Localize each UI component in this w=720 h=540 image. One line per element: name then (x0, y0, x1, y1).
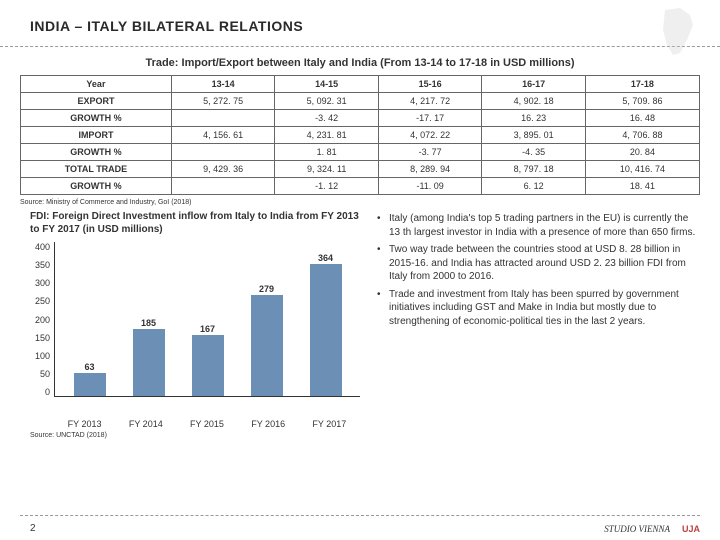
chart-bar: 364 (306, 253, 346, 396)
table-cell: 8, 289. 94 (378, 161, 482, 178)
table-cell: -1. 12 (275, 178, 379, 195)
table-cell: IMPORT (21, 127, 172, 144)
table-header: 17-18 (585, 76, 699, 93)
table-cell: 4, 072. 22 (378, 127, 482, 144)
chart-plot: 63 185 167 279 364 (54, 242, 360, 397)
table-row: TOTAL TRADE9, 429. 369, 324. 118, 289. 9… (21, 161, 700, 178)
bullet-list: Italy (among India's top 5 trading partn… (375, 208, 700, 439)
table-cell: 4, 706. 88 (585, 127, 699, 144)
table-header: Year (21, 76, 172, 93)
table-cell: -17. 17 (378, 110, 482, 127)
footer-divider (20, 515, 700, 516)
bar-value-label: 63 (84, 362, 94, 372)
table-cell: 5, 092. 31 (275, 93, 379, 110)
table-cell: 16. 23 (482, 110, 586, 127)
table-cell: -3. 42 (275, 110, 379, 127)
table-cell: 20. 84 (585, 144, 699, 161)
trade-table: Year13-1414-1515-1616-1717-18 EXPORT5, 2… (0, 75, 720, 195)
table-subtitle: Trade: Import/Export between Italy and I… (0, 53, 720, 75)
table-cell: -11. 09 (378, 178, 482, 195)
table-cell: 4, 217. 72 (378, 93, 482, 110)
table-cell: 16. 48 (585, 110, 699, 127)
table-header: 14-15 (275, 76, 379, 93)
bullet-item: Trade and investment from Italy has been… (375, 288, 700, 329)
header: INDIA – ITALY BILATERAL RELATIONS (0, 0, 720, 42)
table-cell: 9, 429. 36 (171, 161, 275, 178)
table-cell: 4, 231. 81 (275, 127, 379, 144)
chart-yaxis: 400350300250200150100500 (30, 242, 54, 397)
chart-title: FDI: Foreign Direct Investment inflow fr… (30, 208, 360, 242)
page-number: 2 (30, 523, 36, 534)
bullet-item: Two way trade between the countries stoo… (375, 243, 700, 284)
table-cell: -3. 77 (378, 144, 482, 161)
chart-xlabel: FY 2017 (312, 419, 346, 429)
bullet-item: Italy (among India's top 5 trading partn… (375, 212, 700, 239)
table-cell: 5, 709. 86 (585, 93, 699, 110)
table-header: 16-17 (482, 76, 586, 93)
table-row: EXPORT5, 272. 755, 092. 314, 217. 724, 9… (21, 93, 700, 110)
chart-bar: 167 (188, 324, 228, 396)
bar-value-label: 185 (141, 318, 156, 328)
table-cell: 5, 272. 75 (171, 93, 275, 110)
table-cell: 3, 895. 01 (482, 127, 586, 144)
footer: 2 STUDIO VIENNA UJA (30, 523, 700, 534)
table-cell: 18. 41 (585, 178, 699, 195)
chart-bar: 185 (129, 318, 169, 396)
source-note-2: Source: UNCTAD (2018) (30, 429, 360, 439)
bar-value-label: 279 (259, 284, 274, 294)
chart-xaxis: FY 2013 FY 2014 FY 2015 FY 2016 FY 2017 (30, 419, 360, 429)
table-cell: GROWTH % (21, 178, 172, 195)
chart-xlabel: FY 2016 (251, 419, 285, 429)
chart-xlabel: FY 2015 (190, 419, 224, 429)
table-cell (171, 144, 275, 161)
table-cell: 1. 81 (275, 144, 379, 161)
table-cell: 6. 12 (482, 178, 586, 195)
table-header: 13-14 (171, 76, 275, 93)
fdi-chart: FDI: Foreign Direct Investment inflow fr… (30, 208, 360, 439)
logo-uja: UJA (682, 524, 700, 534)
table-cell: 4, 902. 18 (482, 93, 586, 110)
logo-studio-vienna: STUDIO VIENNA (604, 524, 670, 534)
india-map-icon (645, 5, 705, 65)
table-cell: GROWTH % (21, 110, 172, 127)
divider (0, 46, 720, 47)
table-cell: 8, 797. 18 (482, 161, 586, 178)
chart-bar: 279 (247, 284, 287, 396)
table-cell: -4. 35 (482, 144, 586, 161)
table-header: 15-16 (378, 76, 482, 93)
chart-xlabel: FY 2013 (68, 419, 102, 429)
table-cell (171, 178, 275, 195)
table-cell: TOTAL TRADE (21, 161, 172, 178)
bar-value-label: 364 (318, 253, 333, 263)
table-cell (171, 110, 275, 127)
table-cell: GROWTH % (21, 144, 172, 161)
table-row: GROWTH % -1. 12-11. 096. 1218. 41 (21, 178, 700, 195)
table-row: GROWTH % -3. 42-17. 1716. 2316. 48 (21, 110, 700, 127)
chart-bar: 63 (70, 362, 110, 396)
table-cell: 10, 416. 74 (585, 161, 699, 178)
table-cell: 9, 324. 11 (275, 161, 379, 178)
chart-xlabel: FY 2014 (129, 419, 163, 429)
source-note-1: Source: Ministry of Commerce and Industr… (0, 195, 720, 208)
page-title: INDIA – ITALY BILATERAL RELATIONS (30, 18, 690, 34)
table-cell: EXPORT (21, 93, 172, 110)
table-row: GROWTH % 1. 81-3. 77-4. 3520. 84 (21, 144, 700, 161)
table-cell: 4, 156. 61 (171, 127, 275, 144)
table-row: IMPORT4, 156. 614, 231. 814, 072. 223, 8… (21, 127, 700, 144)
bar-value-label: 167 (200, 324, 215, 334)
